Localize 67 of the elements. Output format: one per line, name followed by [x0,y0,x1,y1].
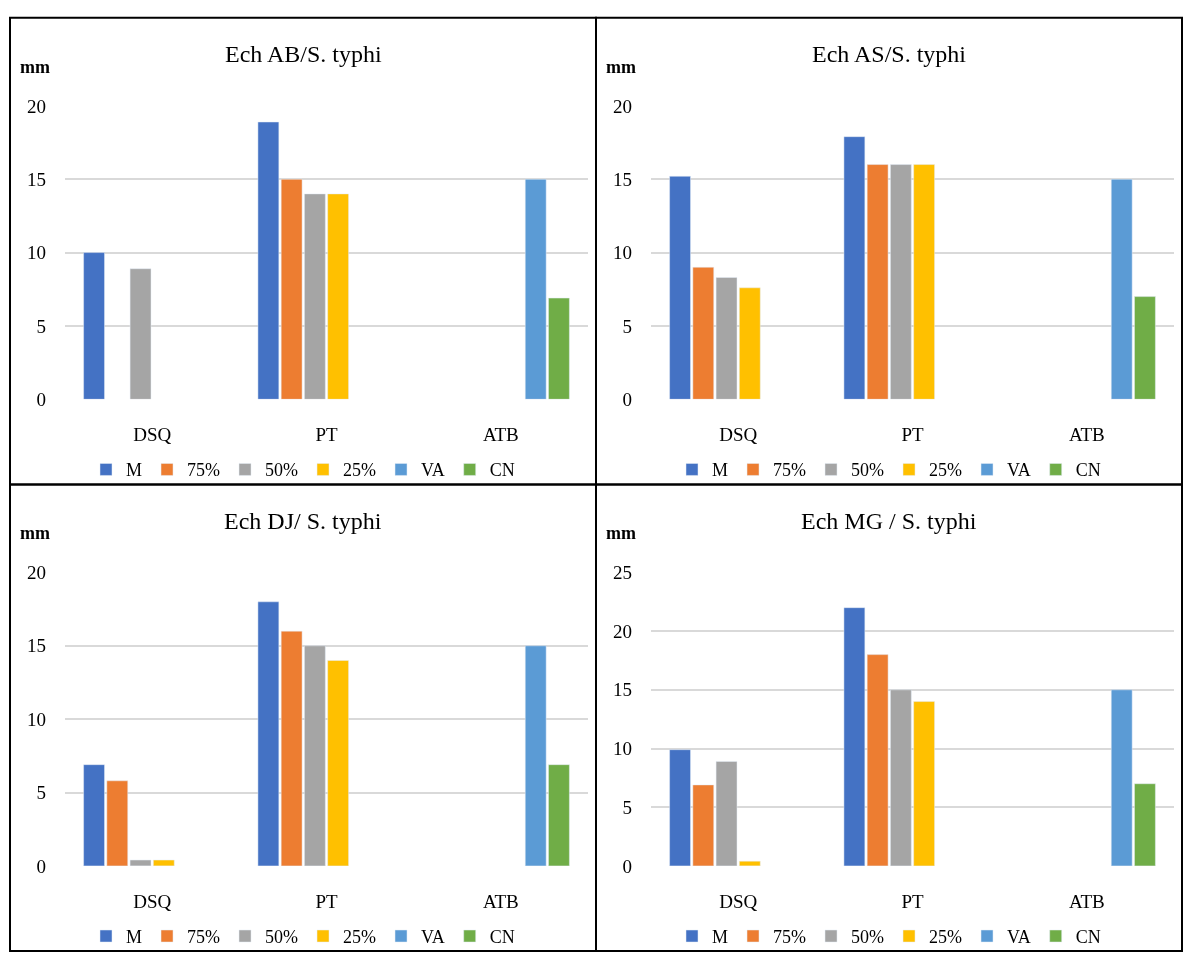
legend-label: 50% [851,460,885,481]
y-tick-label: 0 [36,388,46,410]
legend-label: 50% [265,927,299,948]
legend-label: VA [1007,927,1031,948]
y-tick-label: 0 [622,388,632,410]
legend-label: VA [421,460,445,481]
x-tick-label: PT [901,890,924,912]
legend-label: 50% [265,460,299,481]
y-tick-label: 0 [622,855,632,877]
legend-label: 25% [343,927,377,948]
x-tick-label: DSQ [133,890,172,912]
x-tick-label: DSQ [719,890,758,912]
legend-label: 75% [187,927,221,948]
y-axis-title: mm [20,57,50,77]
y-tick-label: 20 [613,95,632,117]
y-axis-title: mm [606,523,636,543]
y-tick-label: 10 [27,242,46,264]
y-tick-label: 10 [613,242,632,264]
x-tick-label: DSQ [133,424,172,446]
y-tick-label: 20 [27,562,46,584]
y-tick-label: 15 [613,168,632,190]
y-axis-title: mm [606,57,636,77]
legend-label: M [712,460,729,481]
legend-label: 25% [929,927,963,948]
x-tick-label: PT [315,424,338,446]
y-tick-label: 10 [613,738,632,760]
y-tick-label: 15 [613,679,632,701]
legend-label: 50% [851,927,885,948]
x-tick-label: ATB [1068,890,1105,912]
legend-label: VA [421,927,445,948]
y-tick-label: 0 [36,855,46,877]
legend-label: 25% [929,460,963,481]
y-tick-label: 20 [27,95,46,117]
x-tick-label: PT [901,424,924,446]
y-tick-label: 25 [613,562,632,584]
bar [83,252,105,400]
legend-label: CN [1075,460,1101,481]
legend-label: 75% [187,460,221,481]
x-tick-label: ATB [482,424,519,446]
chart-title: Ech AB/S. typhi [225,41,383,67]
y-tick-label: 5 [36,782,46,804]
chart-title: Ech AS/S. typhi [812,41,967,67]
legend-label: 25% [343,460,377,481]
legend-label: CN [489,460,515,481]
y-tick-label: 5 [36,315,46,337]
bar [129,268,152,400]
legend-label: VA [1007,460,1031,481]
legend-label: M [126,460,143,481]
legend-label: CN [489,927,515,948]
chart-title: Ech MG / S. typhi [801,508,977,534]
y-tick-label: 20 [613,620,632,642]
x-tick-label: DSQ [719,424,758,446]
x-tick-label: ATB [482,890,519,912]
y-tick-label: 5 [622,315,632,337]
y-tick-label: 5 [622,796,632,818]
legend-label: M [126,927,143,948]
chart-title: Ech DJ/ S. typhi [224,508,382,534]
y-tick-label: 15 [27,168,46,190]
y-axis-title: mm [20,523,50,543]
y-tick-label: 15 [27,635,46,657]
legend-label: M [712,927,729,948]
legend-label: 75% [773,460,807,481]
x-tick-label: PT [315,890,338,912]
x-tick-label: ATB [1068,424,1105,446]
legend-label: CN [1075,927,1101,948]
y-tick-label: 10 [27,708,46,730]
legend-label: 75% [773,927,807,948]
